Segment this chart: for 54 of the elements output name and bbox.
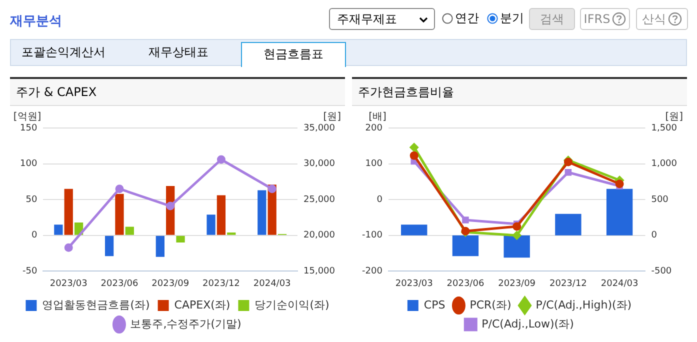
x-tick-label: 2023/12 <box>202 278 240 289</box>
y-axis-title: [억원] <box>13 112 42 123</box>
y2-tick-label: 30,000 <box>304 159 336 170</box>
x-tick-label: 2023/03 <box>50 278 88 289</box>
y-tick-label: 100 <box>365 159 383 170</box>
text: 분기 <box>499 10 524 27</box>
y2-tick-label: 15,000 <box>304 266 336 277</box>
text: 현금흐름표 <box>241 42 346 67</box>
y2-axis-title: [원] <box>323 112 342 123</box>
legend-label: P/C(Adj.,High)(좌) <box>536 298 632 312</box>
chart-title: 주가 & CAPEX <box>10 79 345 106</box>
x-tick-label: 2024/03 <box>253 278 291 289</box>
chart-title: 주가현금흐름비율 <box>352 79 687 106</box>
y-tick-label: 0 <box>31 230 38 241</box>
y-tick-label: 200 <box>365 123 383 134</box>
legend-label: 당기순이익(좌) <box>254 298 330 312</box>
x-tick-label: 2024/03 <box>600 278 638 289</box>
legend-label: CAPEX(좌) <box>174 298 230 312</box>
y2-tick-label: 20,000 <box>304 230 336 241</box>
y2-tick-label: 500 <box>651 194 669 205</box>
legend-label: PCR(좌) <box>470 298 512 312</box>
text: 포괄손익계산서 <box>20 44 106 61</box>
text: 검색 <box>529 8 575 30</box>
legend-label: CPS <box>424 298 446 312</box>
text: 산식 <box>636 8 688 30</box>
text: 재무분석 <box>10 13 62 30</box>
y-tick-label: 50 <box>26 194 38 205</box>
legend-label: 보통주,수정주가(기말) <box>130 317 242 330</box>
y2-tick-label: 0 <box>651 230 658 241</box>
x-tick-label: 2023/09 <box>152 278 190 289</box>
legend-label: 영업활동현금흐름(좌) <box>42 298 150 312</box>
y2-tick-label: 25,000 <box>304 194 336 205</box>
y2-tick-label: 35,000 <box>304 123 336 134</box>
y-tick-label: -200 <box>362 266 383 277</box>
text: 연간 <box>454 10 479 27</box>
legend-label: P/C(Adj.,Low)(좌) <box>482 317 574 330</box>
text: IFRS <box>580 8 630 30</box>
x-tick-label: 2023/09 <box>498 278 536 289</box>
x-tick-label: 2023/06 <box>446 278 484 289</box>
x-tick-label: 2023/12 <box>549 278 587 289</box>
y-axis-title: [배] <box>368 112 387 123</box>
y-tick-label: 150 <box>20 123 38 134</box>
x-tick-label: 2023/03 <box>395 278 433 289</box>
text: 주재무제표 <box>329 8 435 30</box>
y-tick-label: -100 <box>362 230 383 241</box>
text: 재무상태표 <box>148 44 210 61</box>
y2-tick-label: -500 <box>651 266 672 277</box>
y2-axis-title: [원] <box>665 112 684 123</box>
y2-tick-label: 1,500 <box>651 123 678 134</box>
y-tick-label: -50 <box>22 266 38 277</box>
y2-tick-label: 1,000 <box>651 159 678 170</box>
y-tick-label: 0 <box>376 194 383 205</box>
x-tick-label: 2023/06 <box>100 278 138 289</box>
y-tick-label: 100 <box>20 159 38 170</box>
